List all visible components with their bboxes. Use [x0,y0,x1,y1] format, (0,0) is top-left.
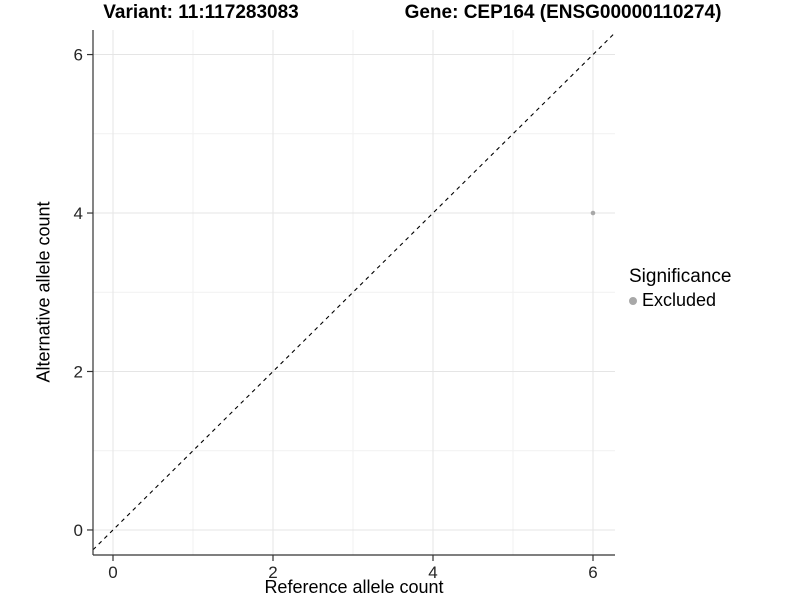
gridlines-minor [93,30,615,555]
legend-item-excluded: Excluded [629,290,731,311]
legend-title: Significance [629,266,732,287]
x-tick-label: 4 [428,563,437,582]
gridlines-major [93,30,615,555]
identity-line-group [92,32,616,551]
tick-marks [87,53,594,561]
x-tick-labels: 0 2 4 6 [108,563,597,582]
y-tick-label: 2 [74,362,83,381]
legend: Significance Excluded [629,266,731,311]
data-point [590,210,596,216]
x-axis-title: Reference allele count [264,577,444,597]
plot-title-gene: Gene: CEP164 (ENSG00000110274) [404,2,722,23]
data-points [590,210,596,216]
plot-title-variant: Variant: 11:117283083 [103,2,299,23]
y-axis-title: Alternative allele count [33,201,54,383]
x-tick-label: 0 [108,563,117,582]
axis-lines [92,30,615,556]
legend-item-label: Excluded [642,290,717,310]
y-tick-label: 0 [74,521,83,540]
x-tick-label: 2 [268,563,277,582]
identity-dashed-line [92,32,616,551]
y-tick-label: 4 [74,204,83,223]
legend-key-dot-icon [629,296,637,305]
y-tick-label: 6 [74,46,83,65]
y-tick-labels: 0 2 4 6 [74,46,83,540]
x-tick-label: 6 [588,563,597,582]
